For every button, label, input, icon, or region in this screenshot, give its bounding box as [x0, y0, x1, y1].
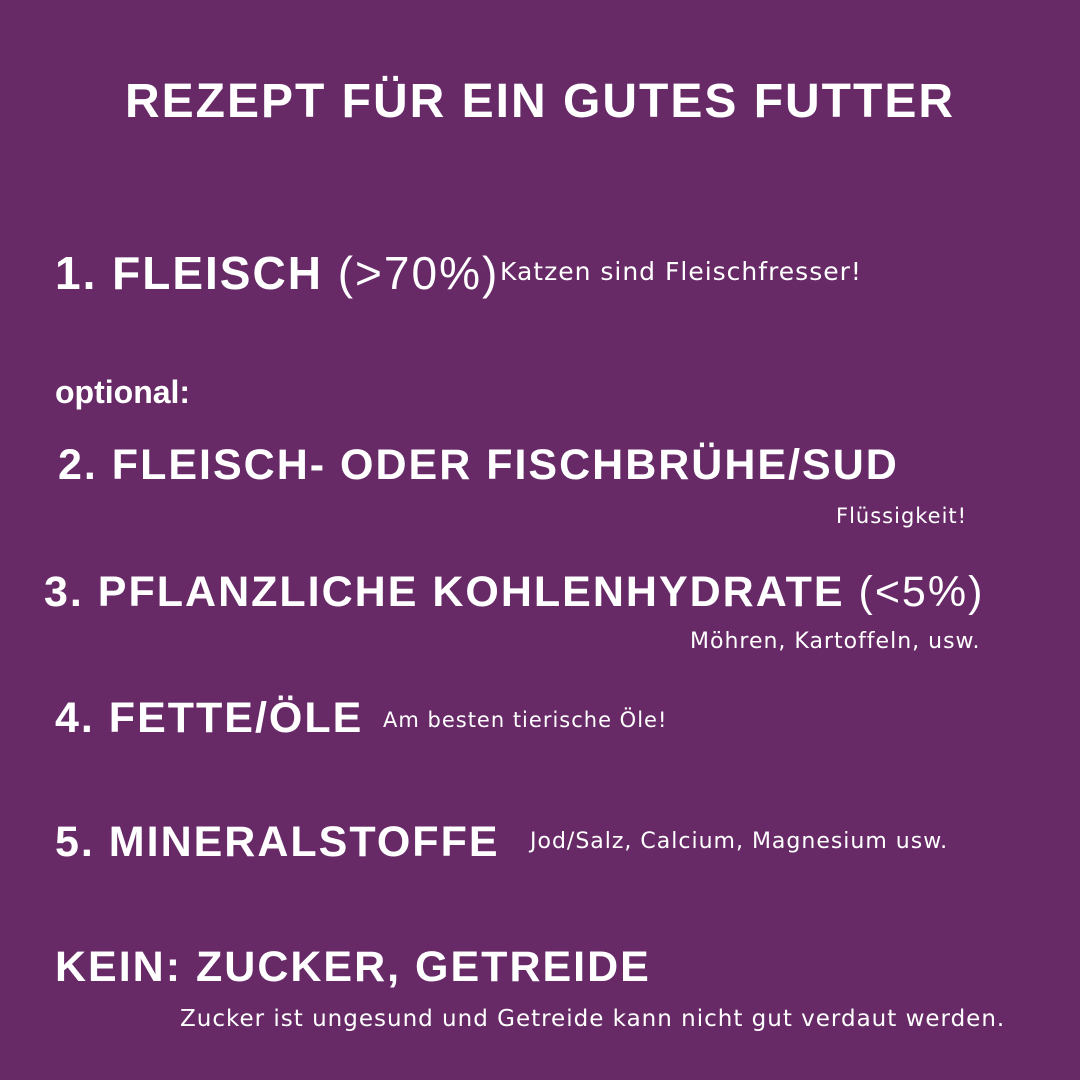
item-note: Jod/Salz, Calcium, Magnesium usw.: [530, 829, 949, 854]
item-label: 3. Pflanzliche Kohlenhydrate: [44, 568, 845, 616]
page-title: Rezept für ein gutes Futter: [124, 75, 955, 128]
item-minerals: 5. Mineralstoffe: [55, 818, 500, 866]
item-label: 1. Fleisch: [55, 247, 323, 299]
exclusion-heading: Kein: Zucker, Getreide: [55, 943, 651, 991]
item-meat: 1. Fleisch (>70%): [55, 250, 499, 296]
exclusion-note: Zucker ist ungesund und Getreide kann ni…: [180, 1006, 1006, 1032]
item-note: Flüssigkeit!: [836, 504, 968, 528]
item-fats-oils: 4. Fette/Öle: [55, 694, 364, 742]
item-percentage: (<5%): [844, 568, 985, 616]
item-note: Möhren, Kartoffeln, usw.: [690, 629, 981, 654]
item-carbohydrates: 3. Pflanzliche Kohlenhydrate (<5%): [44, 571, 984, 614]
item-note: Am besten tierische Öle!: [383, 708, 668, 732]
optional-label: optional:: [55, 374, 191, 410]
item-percentage: (>70%): [322, 247, 500, 299]
item-broth: 2. Fleisch- oder Fischbrühe/Sud: [58, 441, 899, 489]
item-note: Katzen sind Fleischfresser!: [500, 257, 862, 286]
